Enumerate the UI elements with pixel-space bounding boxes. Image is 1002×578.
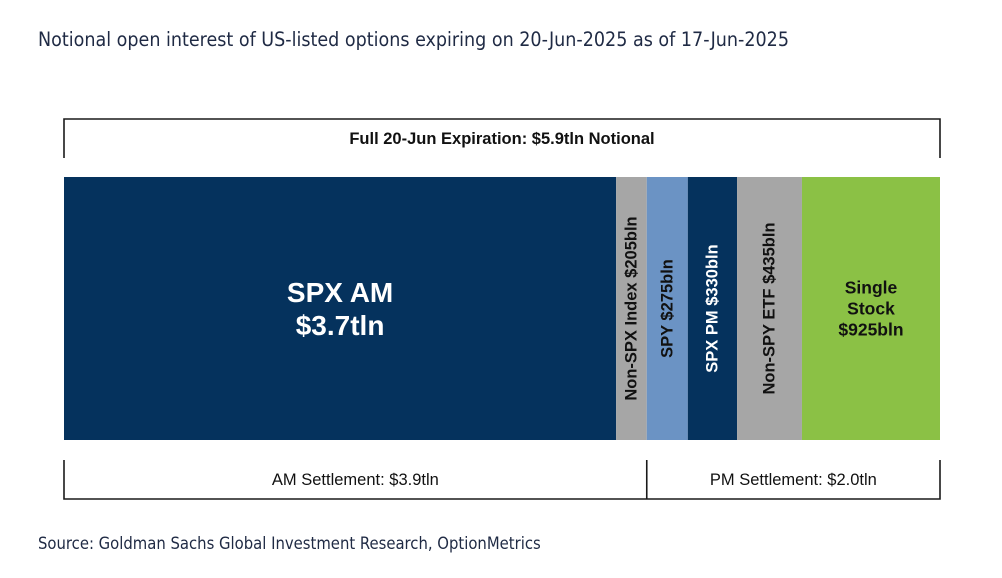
group-label-am-settlement: AM Settlement: $3.9tln — [272, 471, 439, 489]
segment-non-spx-index — [616, 177, 647, 440]
settlement-bracket — [63, 460, 941, 500]
total-bracket — [63, 118, 941, 158]
segment-spx-pm — [687, 177, 738, 440]
chart-title: Notional open interest of US-listed opti… — [38, 28, 789, 51]
segment-label-non-spy-etf: Non-SPY ETF $435bln — [761, 222, 779, 394]
source-note: Source: Goldman Sachs Global Investment … — [38, 534, 541, 553]
segment-label-spy: SPY $275bln — [658, 259, 676, 358]
segment-spy — [646, 177, 688, 440]
segment-spx-am — [64, 177, 617, 440]
segment-single-stock — [801, 177, 940, 440]
group-label-pm-settlement: PM Settlement: $2.0tln — [710, 471, 877, 489]
segment-label-spx-pm: SPX PM $330bln — [703, 244, 721, 372]
total-label: Full 20-Jun Expiration: $5.9tln Notional — [349, 130, 654, 148]
segment-non-spy-etf — [737, 177, 802, 440]
segment-label-spx-am: SPX AM $3.7tln — [287, 277, 393, 341]
segment-label-non-spx-index: Non-SPX Index $205bln — [622, 216, 640, 400]
segment-label-single-stock: Single Stock $925bln — [838, 278, 903, 340]
